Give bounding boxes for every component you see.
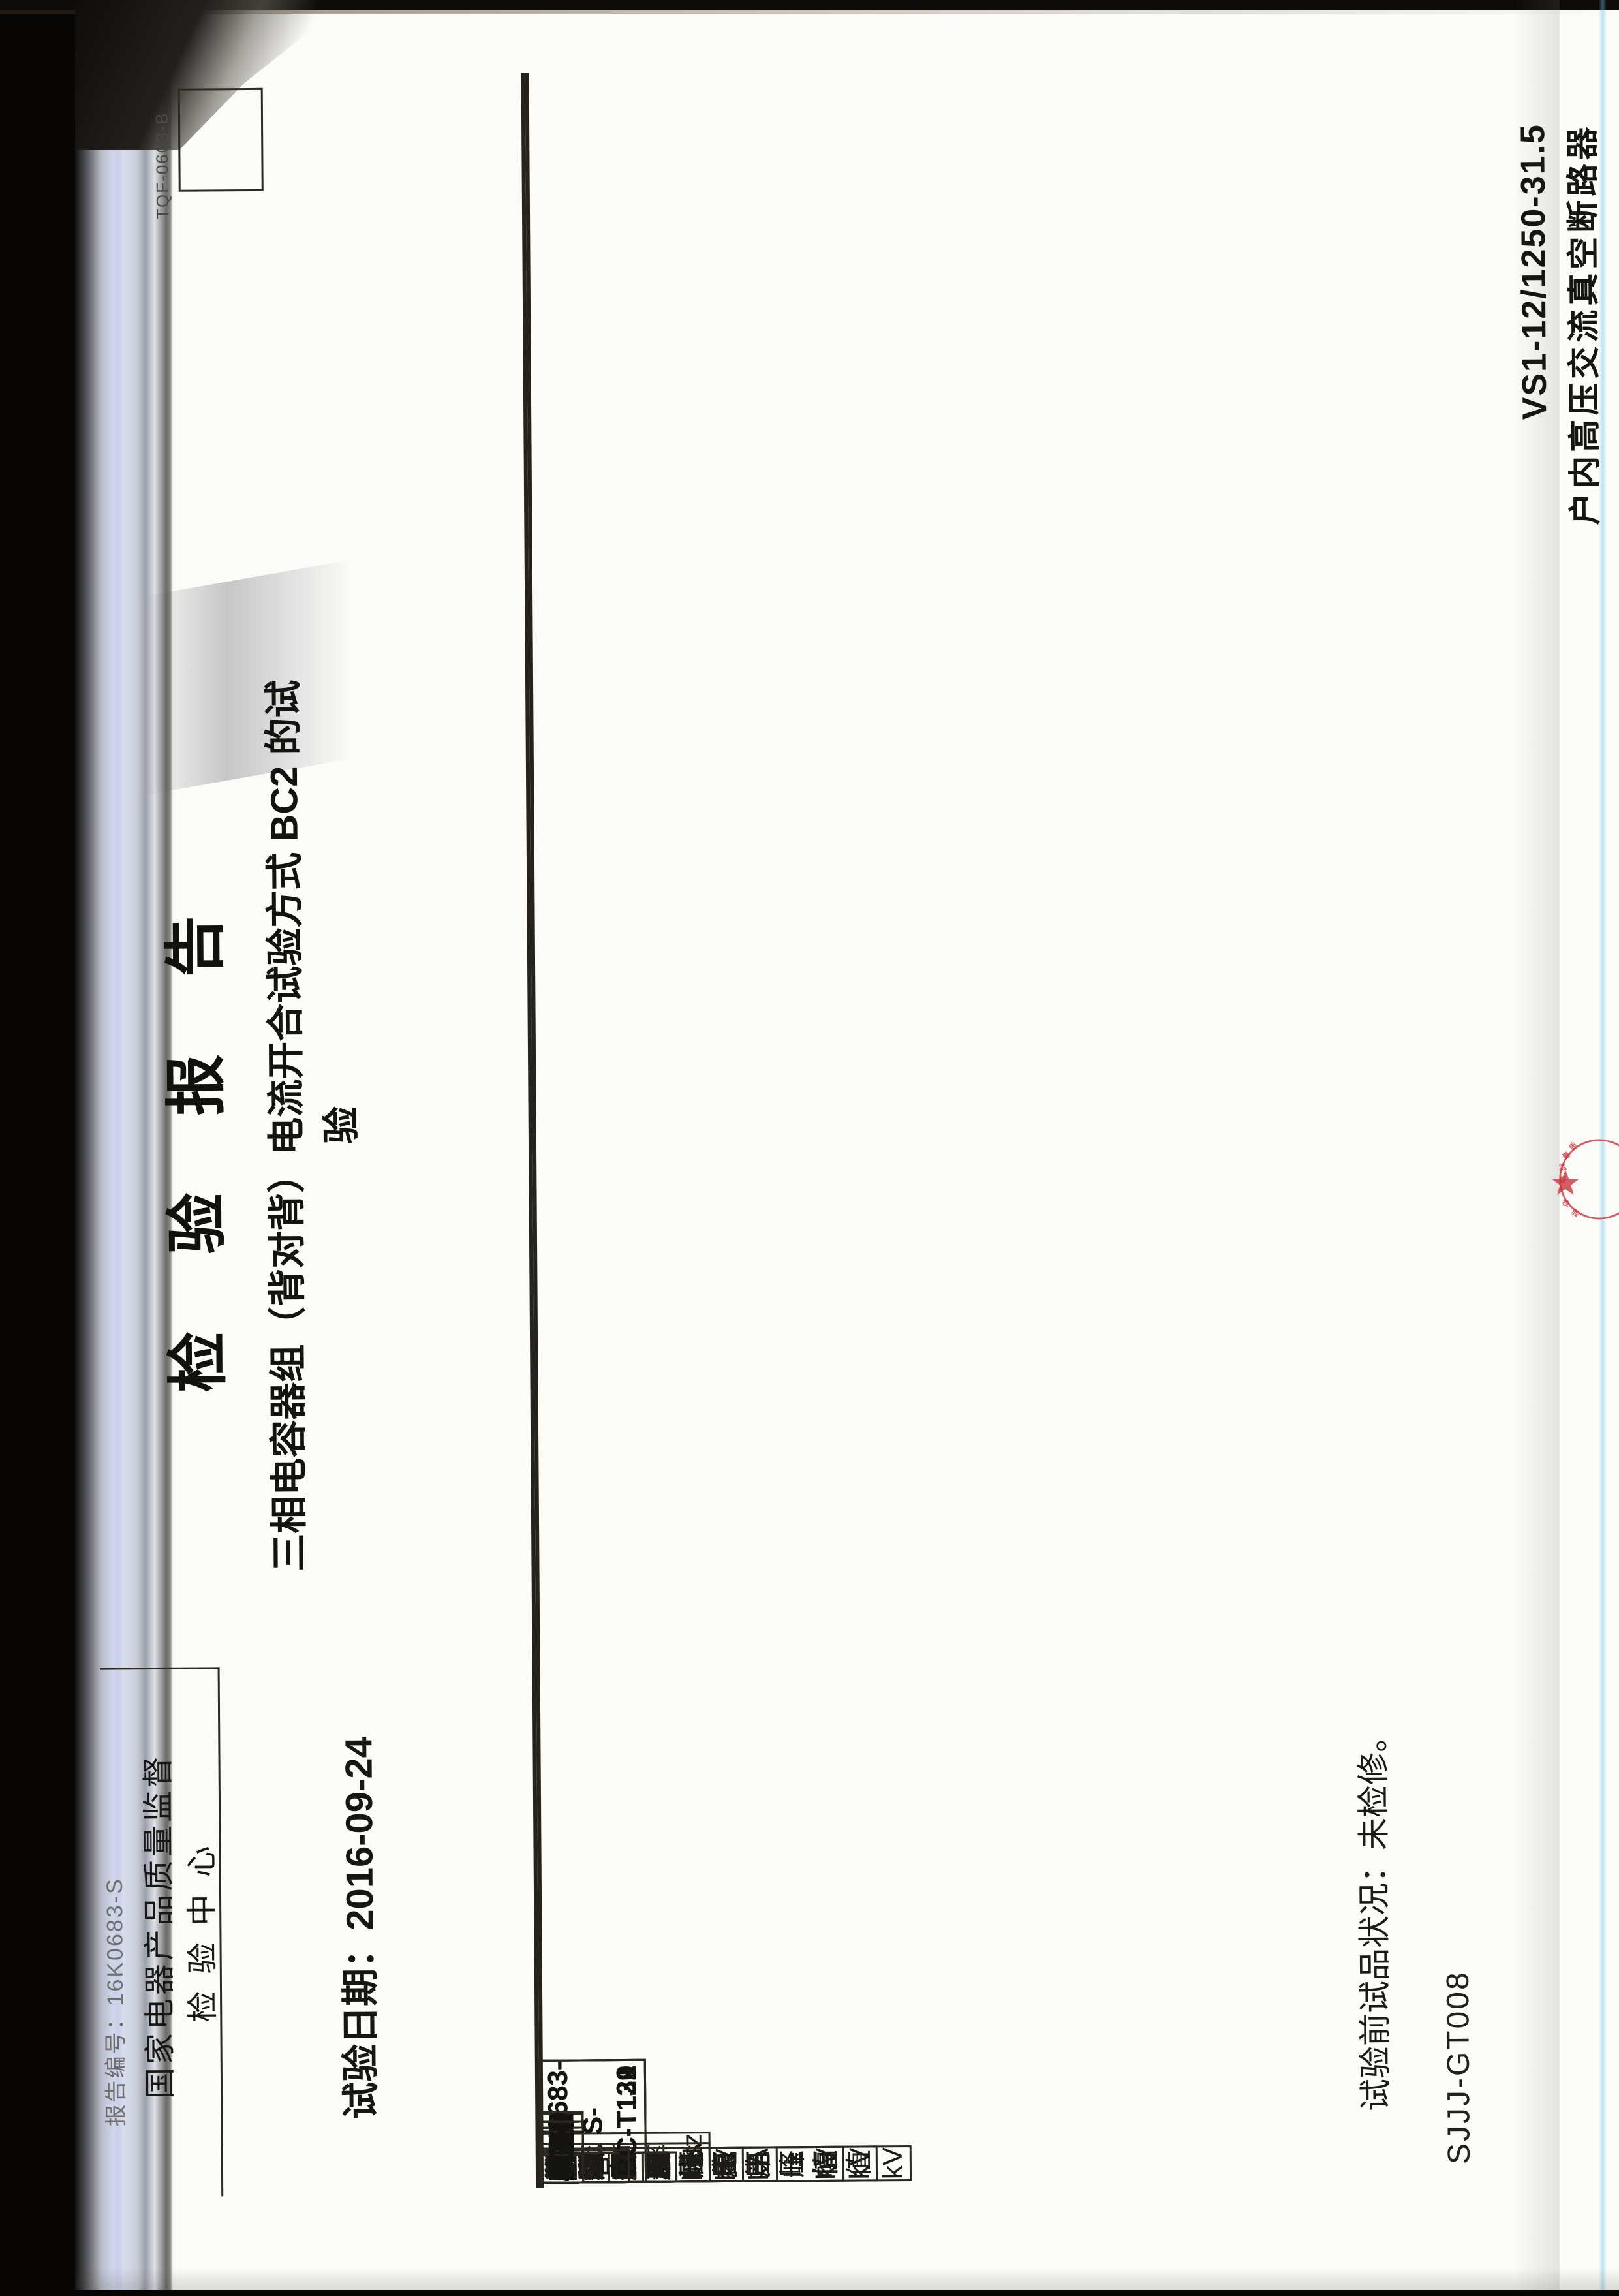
results-table: 操作顺序 示波图号 试验线 电压 kV 相别 合闸涌 流峰值 kA 开断电流 涌流 频率 k… bbox=[521, 72, 912, 2188]
cell-breaking-g4-C: 432 bbox=[539, 2120, 585, 2184]
seal-star-icon bbox=[1552, 1170, 1579, 1195]
page-background bbox=[77, 9, 1619, 2290]
agency-name-line2: 检验中心 bbox=[185, 1829, 221, 2023]
product-model: VS1-12/1250-31.5 bbox=[1514, 123, 1554, 420]
agency-name-line1: 国家电器产品质量监督 bbox=[141, 1752, 179, 2100]
scan-bottom-shade bbox=[75, 2268, 1619, 2290]
svg-text:督: 督 bbox=[1559, 1175, 1567, 1185]
svg-text:质: 质 bbox=[1567, 1141, 1579, 1152]
test-date: 试验日期：2016-09-24 bbox=[328, 1737, 385, 2120]
document-title: 检 验 报 告 bbox=[161, 886, 233, 1393]
book-gutter-band bbox=[75, 0, 173, 2290]
corner-form-code: TQF-0603-B bbox=[151, 112, 173, 219]
inspection-seal-stamp: 质 量 监 督 检 验 bbox=[1552, 1139, 1619, 1220]
corner-empty-box bbox=[177, 87, 264, 192]
product-name: 户内高压交流真空断路器 bbox=[1564, 123, 1604, 525]
scan-top-edge bbox=[0, 0, 1619, 10]
empty-cell-status bbox=[540, 2179, 544, 2184]
record-form-code: SJJJ-GT008 bbox=[1440, 1970, 1477, 2165]
gutter-blue-tint bbox=[98, 0, 157, 2290]
test-date-value: 2016-09-24 bbox=[337, 1736, 382, 1931]
page-curvature-shade bbox=[1514, 0, 1560, 2290]
scan-top-edge-tint bbox=[0, 10, 1619, 14]
pre-test-note: 试验前试品状况：未检修。 bbox=[1355, 1719, 1395, 2112]
test-title: 三相电容器组（背对背）电流开合试验方式 BC2 的试验 bbox=[262, 679, 363, 1572]
page-edge-cyan-line bbox=[1599, 0, 1607, 2290]
test-date-label: 试验日期： bbox=[339, 1930, 383, 2120]
svg-text:监: 监 bbox=[1558, 1162, 1568, 1173]
